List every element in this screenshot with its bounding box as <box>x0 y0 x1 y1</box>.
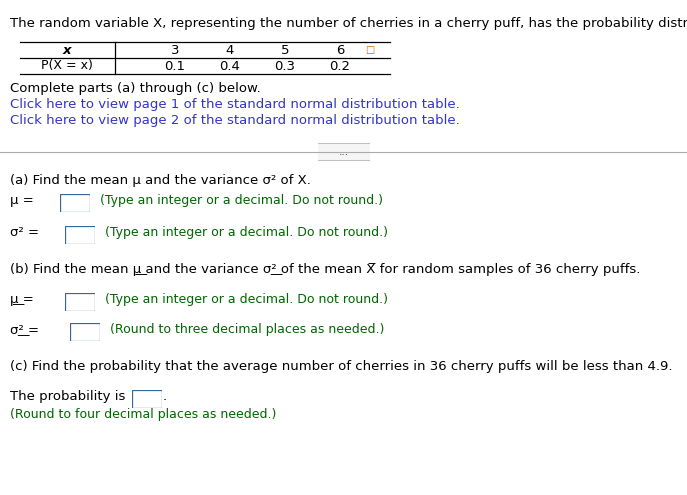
Text: The random variable X, representing the number of cherries in a cherry puff, has: The random variable X, representing the … <box>10 17 687 30</box>
Text: (c) Find the probability that the average number of cherries in 36 cherry puffs : (c) Find the probability that the averag… <box>10 360 673 373</box>
Text: (Round to four decimal places as needed.): (Round to four decimal places as needed.… <box>10 408 276 421</box>
Text: 0.2: 0.2 <box>330 59 350 72</box>
Text: σ² =: σ² = <box>10 226 39 239</box>
Text: x: x <box>63 44 71 56</box>
Text: μ͟ =: μ͟ = <box>10 293 34 306</box>
Text: 0.4: 0.4 <box>220 59 240 72</box>
Text: (b) Find the mean μ͟ and the variance σ²͟ of the mean X̅ for random samples of 3: (b) Find the mean μ͟ and the variance σ²… <box>10 263 640 276</box>
Text: σ²͟ =: σ²͟ = <box>10 323 39 336</box>
Text: Complete parts (a) through (c) below.: Complete parts (a) through (c) below. <box>10 82 261 95</box>
Text: 6: 6 <box>336 44 344 56</box>
Text: (a) Find the mean μ and the variance σ² of X.: (a) Find the mean μ and the variance σ² … <box>10 174 311 187</box>
Text: Click here to view page 2 of the standard normal distribution table.: Click here to view page 2 of the standar… <box>10 114 460 127</box>
Text: (Type an integer or a decimal. Do not round.): (Type an integer or a decimal. Do not ro… <box>105 293 388 306</box>
Text: □: □ <box>365 45 374 55</box>
Text: 4: 4 <box>226 44 234 56</box>
Text: ...: ... <box>339 147 348 157</box>
Text: 5: 5 <box>281 44 289 56</box>
Text: (Type an integer or a decimal. Do not round.): (Type an integer or a decimal. Do not ro… <box>105 226 388 239</box>
Text: (Round to three decimal places as needed.): (Round to three decimal places as needed… <box>110 323 384 336</box>
Text: Click here to view page 1 of the standard normal distribution table.: Click here to view page 1 of the standar… <box>10 98 460 111</box>
Text: (Type an integer or a decimal. Do not round.): (Type an integer or a decimal. Do not ro… <box>100 194 383 207</box>
FancyBboxPatch shape <box>316 143 371 161</box>
Text: μ =: μ = <box>10 194 34 207</box>
Text: 3: 3 <box>171 44 179 56</box>
Text: P(X = x): P(X = x) <box>41 59 93 72</box>
Text: .: . <box>163 390 167 403</box>
Text: 0.1: 0.1 <box>164 59 185 72</box>
Text: The probability is: The probability is <box>10 390 125 403</box>
Text: 0.3: 0.3 <box>275 59 295 72</box>
